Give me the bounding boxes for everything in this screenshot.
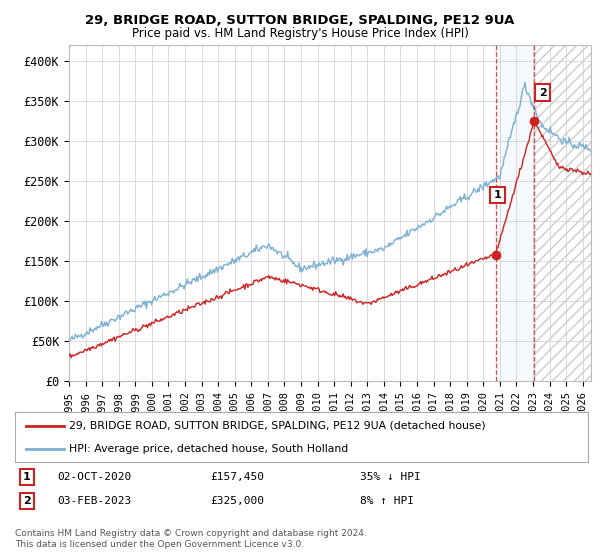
Text: 2: 2 xyxy=(23,496,31,506)
Text: 29, BRIDGE ROAD, SUTTON BRIDGE, SPALDING, PE12 9UA: 29, BRIDGE ROAD, SUTTON BRIDGE, SPALDING… xyxy=(85,14,515,27)
Text: HPI: Average price, detached house, South Holland: HPI: Average price, detached house, Sout… xyxy=(70,445,349,454)
Text: 02-OCT-2020: 02-OCT-2020 xyxy=(57,472,131,482)
Text: £157,450: £157,450 xyxy=(210,472,264,482)
Text: 2: 2 xyxy=(539,88,547,98)
Bar xyxy=(535,45,591,381)
Text: £325,000: £325,000 xyxy=(210,496,264,506)
Text: 8% ↑ HPI: 8% ↑ HPI xyxy=(360,496,414,506)
Bar xyxy=(535,45,591,381)
Text: 1: 1 xyxy=(493,190,501,200)
Text: 29, BRIDGE ROAD, SUTTON BRIDGE, SPALDING, PE12 9UA (detached house): 29, BRIDGE ROAD, SUTTON BRIDGE, SPALDING… xyxy=(70,421,486,431)
Text: Contains HM Land Registry data © Crown copyright and database right 2024.
This d: Contains HM Land Registry data © Crown c… xyxy=(15,529,367,549)
Text: 03-FEB-2023: 03-FEB-2023 xyxy=(57,496,131,506)
Text: 1: 1 xyxy=(23,472,31,482)
Text: Price paid vs. HM Land Registry's House Price Index (HPI): Price paid vs. HM Land Registry's House … xyxy=(131,27,469,40)
Text: 35% ↓ HPI: 35% ↓ HPI xyxy=(360,472,421,482)
Bar xyxy=(496,45,535,381)
